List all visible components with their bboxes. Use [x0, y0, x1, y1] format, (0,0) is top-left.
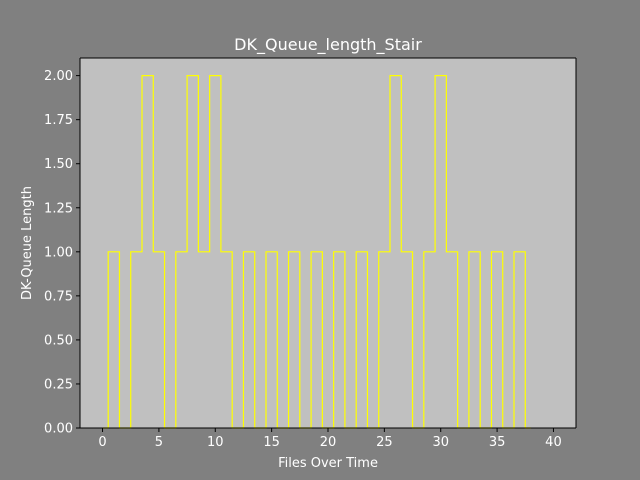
y-axis-ticks: 0.00 0.25 0.50 0.75 1.00 1.25 1.50 1.75 2.00 [44, 69, 80, 437]
x-tick-label: 25 [376, 435, 393, 450]
y-tick-label: 1.75 [44, 113, 73, 128]
y-tick-label: 1.25 [44, 201, 73, 216]
y-axis-label: DK-Queue Length [20, 186, 35, 300]
chart-title: DK_Queue_length_Stair [234, 35, 422, 55]
y-tick-label: 1.50 [44, 157, 73, 172]
y-tick-label: 0.50 [44, 333, 73, 348]
x-tick-label: 20 [320, 435, 337, 450]
plot-area [80, 58, 576, 428]
x-tick-label: 30 [432, 435, 449, 450]
y-tick-label: 0.00 [44, 422, 73, 437]
x-axis-label: Files Over Time [278, 456, 378, 471]
x-tick-label: 40 [545, 435, 562, 450]
x-tick-label: 5 [155, 435, 163, 450]
x-tick-label: 0 [98, 435, 106, 450]
y-tick-label: 0.25 [44, 377, 73, 392]
axes-frame [79, 57, 577, 429]
x-tick-label: 15 [263, 435, 280, 450]
y-tick-label: 2.00 [44, 69, 73, 84]
x-tick-label: 10 [207, 435, 224, 450]
x-axis-ticks: 0 5 10 15 20 25 30 35 40 [98, 428, 562, 450]
y-tick-label: 0.75 [44, 289, 73, 304]
x-tick-label: 35 [489, 435, 506, 450]
y-tick-label: 1.00 [44, 245, 73, 260]
